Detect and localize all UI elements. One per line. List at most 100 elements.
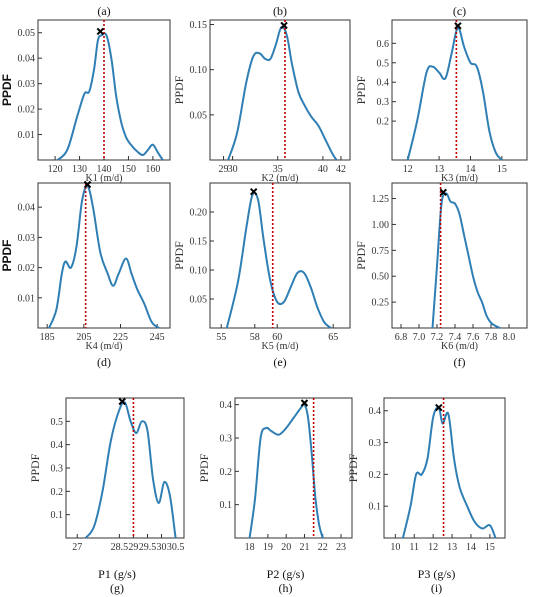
chart-panel-6: 6.8 7.0 7.2 7.4 7.6 7.8 8.0 0.25 0.50 0.75 1.00 1.2… <box>354 182 528 369</box>
ppdf-curve <box>227 25 338 161</box>
x-tick-label: 7.0 <box>413 332 426 343</box>
x-tick-label: 58 <box>250 332 260 343</box>
x-axis-label: K5 (m/d) <box>262 341 299 352</box>
y-tick-label: 0.2 <box>377 117 390 128</box>
panel-label: (b) <box>273 4 287 18</box>
x-tick-label: 55 <box>216 332 226 343</box>
x-tick-label: 10 <box>390 542 400 553</box>
y-axis-label: PPDF <box>28 453 42 482</box>
x-axis-label: P2 (g/s) <box>267 567 305 581</box>
x-tick-label: 11 <box>409 542 419 553</box>
panel-label: (g) <box>110 581 124 595</box>
y-axis-label: PPDF <box>197 453 211 482</box>
y-tick-label: 0.05 <box>190 295 208 306</box>
y-tick-label: 0.1 <box>369 502 382 513</box>
panel-label: (d) <box>97 355 111 369</box>
y-tick-label: 0.3 <box>369 438 382 449</box>
peak-marker <box>454 22 462 30</box>
y-axis-label: PPDF <box>354 75 368 104</box>
x-tick-label: 160 <box>145 164 160 175</box>
y-tick-label: 0.03 <box>18 79 36 90</box>
chart-panel-5: 55 58 60 65 0.05 0.10 0.15 0.20 PPDF K5 (m/d) (e) <box>172 182 351 369</box>
y-tick-label: 0.50 <box>372 272 390 283</box>
x-tick-label: 18 <box>245 542 255 553</box>
y-tick-label: 0.01 <box>18 293 36 304</box>
x-axis-label: K6 (m/d) <box>441 341 478 352</box>
x-tick-label: 27 <box>72 542 82 553</box>
x-axis-label: P3 (g/s) <box>418 567 456 581</box>
y-tick-label: 0.75 <box>372 246 390 257</box>
x-tick-label: 150 <box>121 164 136 175</box>
plot-frame <box>391 19 528 161</box>
peak-marker <box>96 27 105 36</box>
x-tick-label: 21 <box>299 542 309 553</box>
x-tick-label: 29 <box>128 542 138 553</box>
y-tick-label: 0.02 <box>18 263 36 274</box>
plot-frame <box>65 397 185 539</box>
x-tick-label: 7.2 <box>431 332 444 343</box>
plot-frame <box>383 397 506 539</box>
chart-panel-4: 185 205 225 245 0.01 0.02 0.03 0.04 PPDF K4 (m/d)… <box>0 180 171 369</box>
ppdf-curve <box>48 184 160 329</box>
panel-label: (i) <box>431 581 442 595</box>
x-tick-label: 30 <box>228 164 238 175</box>
x-tick-label: 7.8 <box>485 332 498 343</box>
ppdf-curve <box>248 403 324 539</box>
x-axis-label: K1 (m/d) <box>86 173 123 184</box>
y-tick-label: 0.2 <box>51 487 64 498</box>
ppdf-curve <box>431 192 501 329</box>
x-tick-label: 245 <box>150 332 165 343</box>
chart-panel-1: 120 130 140 150 160 0.01 0.02 0.03 0.04 0.05 PPDF K… <box>0 4 171 184</box>
chart-panel-2: 29 30 35 40 42 0.05 0.10 0.15 PPDF K2 (m/d) (b) <box>172 4 351 184</box>
peak-marker <box>118 397 126 406</box>
y-axis-label: PPDF <box>172 241 186 270</box>
x-tick-label: 7.6 <box>467 332 480 343</box>
x-tick-label: 29.5 <box>139 542 157 553</box>
y-tick-label: 0.15 <box>190 237 208 248</box>
x-tick-label: 205 <box>76 332 91 343</box>
y-axis-label: PPDF <box>0 239 14 271</box>
x-tick-label: 14 <box>465 164 475 175</box>
y-tick-label: 0.04 <box>18 203 36 214</box>
y-tick-label: 0.15 <box>190 20 208 31</box>
panel-label: (f) <box>454 355 466 369</box>
panel-label: (h) <box>279 581 293 595</box>
y-tick-label: 0.5 <box>377 58 390 69</box>
x-tick-label: 14 <box>466 542 476 553</box>
ppdf-curve <box>225 191 332 329</box>
x-tick-label: 12 <box>428 542 438 553</box>
x-tick-label: 22 <box>318 542 328 553</box>
x-tick-label: 13 <box>447 542 457 553</box>
x-tick-label: 6.8 <box>395 332 408 343</box>
plot-frame <box>391 182 528 329</box>
y-tick-label: 0.6 <box>377 39 390 50</box>
x-tick-label: 130 <box>72 164 87 175</box>
y-tick-label: 0.4 <box>369 406 382 417</box>
ppdf-curve <box>56 32 164 161</box>
y-axis-label: PPDF <box>172 75 186 104</box>
panel-label: (a) <box>97 4 110 18</box>
x-tick-label: 42 <box>336 164 346 175</box>
x-tick-label: 8.0 <box>503 332 516 343</box>
x-tick-label: 225 <box>113 332 128 343</box>
x-tick-label: 12 <box>403 164 413 175</box>
y-tick-label: 1.25 <box>372 194 390 205</box>
y-tick-label: 0.2 <box>369 470 382 481</box>
peak-marker <box>439 188 448 197</box>
x-tick-label: 15 <box>485 542 495 553</box>
y-tick-label: 0.1 <box>220 500 233 511</box>
x-tick-label: 40 <box>318 164 328 175</box>
x-tick-label: 29 <box>219 164 229 175</box>
y-tick-label: 0.03 <box>18 233 36 244</box>
y-tick-label: 0.3 <box>51 464 64 475</box>
y-tick-label: 0.10 <box>190 266 208 277</box>
x-tick-label: 140 <box>97 164 112 175</box>
peak-marker <box>435 403 443 412</box>
x-tick-label: 13 <box>434 164 444 175</box>
peak-marker <box>280 21 288 30</box>
chart-panel-8: 18 19 20 21 22 23 0.1 0.2 0.3 0.4 PPDF P2 (g/s)(h) <box>197 397 353 595</box>
peak-marker <box>249 187 258 196</box>
chart-panel-3: 12 13 14 15 0.2 0.3 0.4 0.5 0.6 PPDF K3 (m/d) (c) <box>354 4 528 184</box>
chart-panel-7: 27 28.5 29 29.5 30 30.5 0.1 0.2 0.3 0.4 0.5 PPDF P1 … <box>28 397 185 595</box>
